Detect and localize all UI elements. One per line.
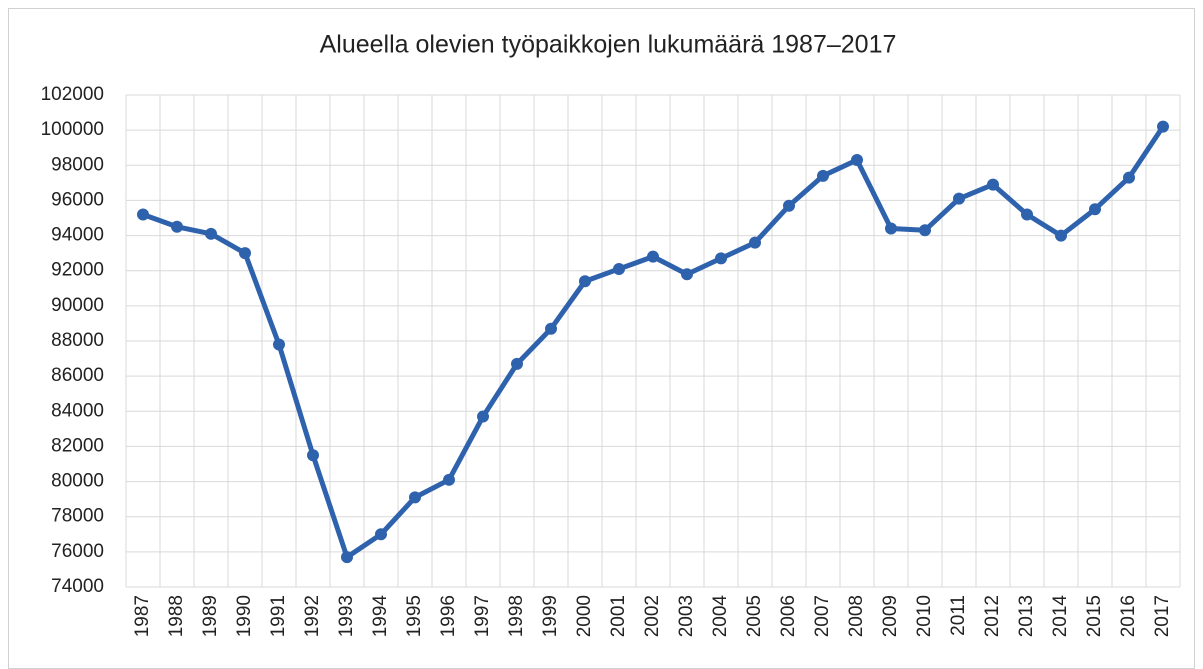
x-tick-label: 2015 bbox=[1084, 595, 1105, 637]
x-tick-label: 1994 bbox=[370, 595, 391, 638]
x-tick-label: 2003 bbox=[676, 595, 697, 637]
x-tick-label: 1991 bbox=[268, 595, 289, 637]
x-tick-label: 1992 bbox=[302, 595, 323, 637]
y-tick-label: 94000 bbox=[51, 225, 104, 246]
x-tick-label: 1999 bbox=[540, 595, 561, 637]
y-tick-label: 74000 bbox=[51, 576, 104, 597]
point bbox=[987, 178, 999, 191]
y-tick-label: 100000 bbox=[41, 119, 104, 140]
x-tick-label: 2012 bbox=[982, 595, 1003, 637]
x-tick-label: 1996 bbox=[438, 595, 459, 637]
x-tick-label: 1990 bbox=[234, 595, 255, 637]
x-tick-label: 2014 bbox=[1050, 595, 1071, 638]
point bbox=[851, 154, 863, 167]
y-tick-label: 90000 bbox=[51, 295, 104, 316]
x-tick-label: 2010 bbox=[914, 595, 935, 637]
point bbox=[1123, 171, 1135, 184]
point bbox=[511, 357, 523, 370]
x-tick-label: 2000 bbox=[574, 595, 595, 637]
point bbox=[205, 227, 217, 240]
x-tick-label: 2002 bbox=[642, 595, 663, 637]
point bbox=[783, 199, 795, 212]
point bbox=[273, 338, 285, 351]
x-tick-label: 2009 bbox=[880, 595, 901, 637]
point bbox=[919, 224, 931, 237]
point bbox=[171, 220, 183, 233]
y-tick-label: 80000 bbox=[51, 471, 104, 492]
point bbox=[477, 410, 489, 423]
y-tick-label: 98000 bbox=[51, 154, 104, 175]
y-tick-label: 102000 bbox=[41, 84, 104, 105]
y-tick-label: 84000 bbox=[51, 400, 104, 421]
x-tick-label: 2016 bbox=[1118, 595, 1139, 637]
y-tick-label: 76000 bbox=[51, 541, 104, 562]
point bbox=[409, 491, 421, 504]
point bbox=[545, 322, 557, 335]
x-tick-label: 2007 bbox=[812, 595, 833, 637]
point bbox=[341, 551, 353, 564]
point bbox=[1157, 120, 1169, 133]
y-tick-label: 86000 bbox=[51, 365, 104, 386]
x-tick-label: 1997 bbox=[472, 595, 493, 637]
y-tick-label: 88000 bbox=[51, 330, 104, 351]
point bbox=[1021, 208, 1033, 221]
y-tick-label: 78000 bbox=[51, 506, 104, 527]
x-tick-label: 1995 bbox=[404, 595, 425, 637]
y-tick-label: 92000 bbox=[51, 260, 104, 281]
point bbox=[681, 268, 693, 281]
chart-title: Alueella olevien työpaikkojen lukumäärä … bbox=[320, 31, 897, 59]
x-tick-label: 2005 bbox=[744, 595, 765, 637]
point bbox=[1055, 229, 1067, 242]
point bbox=[239, 247, 251, 260]
y-tick-label: 82000 bbox=[51, 435, 104, 456]
point bbox=[613, 262, 625, 275]
point bbox=[647, 250, 659, 263]
point bbox=[307, 449, 319, 462]
point bbox=[749, 236, 761, 249]
x-tick-label: 1993 bbox=[336, 595, 357, 637]
x-tick-label: 1987 bbox=[132, 595, 153, 637]
point bbox=[885, 222, 897, 235]
x-tick-label: 2001 bbox=[608, 595, 629, 637]
x-tick-label: 2011 bbox=[948, 595, 969, 636]
point bbox=[375, 528, 387, 541]
x-tick-label: 2006 bbox=[778, 595, 799, 637]
point bbox=[817, 169, 829, 182]
point bbox=[715, 252, 727, 265]
point bbox=[443, 473, 455, 486]
x-tick-label: 2004 bbox=[710, 595, 731, 638]
point bbox=[953, 192, 965, 205]
y-tick-label: 96000 bbox=[51, 189, 104, 210]
point bbox=[137, 208, 149, 221]
x-tick-label: 1989 bbox=[200, 595, 221, 637]
x-tick-label: 2013 bbox=[1016, 595, 1037, 637]
x-tick-label: 1998 bbox=[506, 595, 527, 637]
x-tick-label: 2008 bbox=[846, 595, 867, 637]
point bbox=[579, 275, 591, 288]
x-tick-label: 1988 bbox=[166, 595, 187, 637]
point bbox=[1089, 203, 1101, 216]
x-tick-label: 2017 bbox=[1152, 595, 1173, 637]
